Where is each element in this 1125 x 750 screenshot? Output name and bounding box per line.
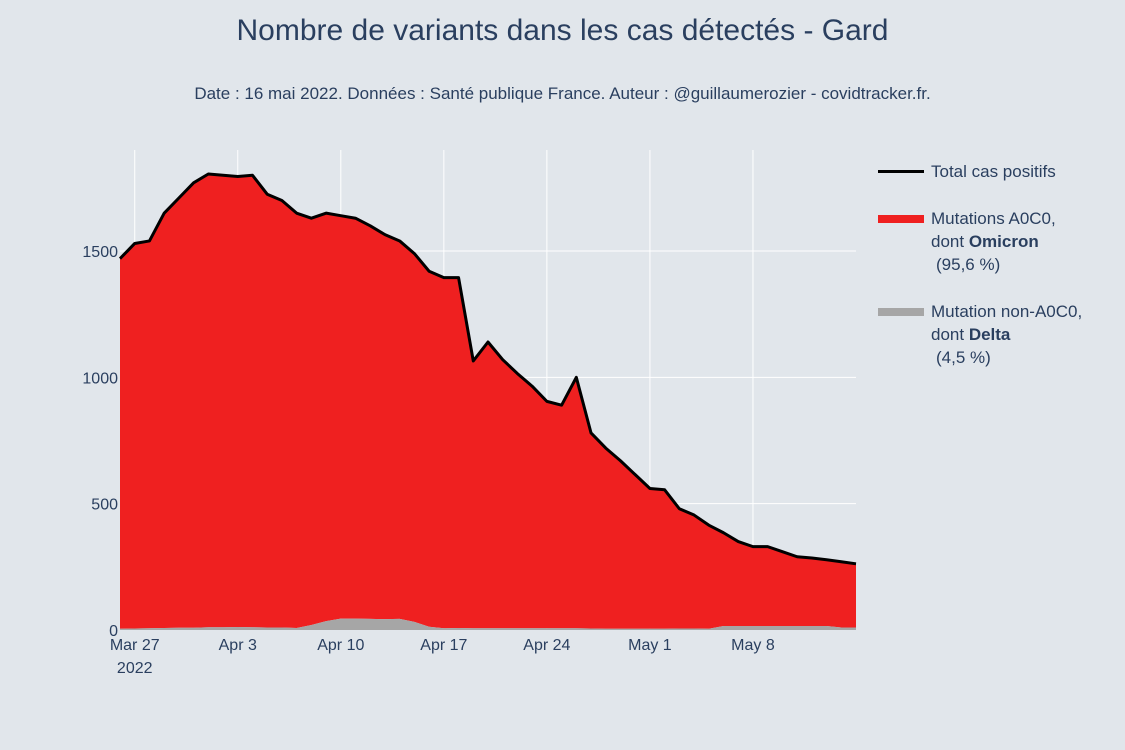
x-tick-label: May 1: [628, 637, 672, 654]
y-tick-label: 1000: [82, 370, 118, 387]
legend-label-delta-line3: (4,5 %): [936, 348, 991, 367]
x-tick-sublabel: 2022: [117, 660, 153, 677]
chart-subtitle: Date : 16 mai 2022. Données : Santé publ…: [194, 84, 931, 103]
total-line: [118, 172, 857, 566]
y-tick-label: 500: [91, 497, 118, 514]
legend-label-omicron-line2: dont Omicron: [931, 232, 1039, 251]
legend: Total cas positifs Mutations A0C0, dont …: [878, 160, 1118, 393]
legend-label-delta-line1: Mutation non-A0C0,: [931, 302, 1083, 321]
y-tick-label: 0: [109, 623, 118, 640]
legend-item-delta[interactable]: Mutation non-A0C0, dont Delta (4,5 %): [878, 300, 1118, 369]
legend-item-total[interactable]: Total cas positifs: [878, 160, 1118, 183]
legend-label-omicron-line1: Mutations A0C0,: [931, 209, 1056, 228]
legend-item-omicron[interactable]: Mutations A0C0, dont Omicron (95,6 %): [878, 207, 1118, 276]
x-tick-label: Apr 10: [317, 637, 364, 654]
omicron-area: [120, 174, 856, 629]
y-tick-label: 1500: [82, 244, 118, 261]
x-tick-label: Apr 3: [219, 637, 257, 654]
x-tick-label: Apr 17: [420, 637, 467, 654]
x-tick-label: Apr 24: [523, 637, 570, 654]
legend-label-omicron-line3: (95,6 %): [936, 255, 1001, 274]
legend-swatch-omicron: [878, 215, 924, 223]
chart-title: Nombre de variants dans les cas détectés…: [236, 14, 889, 47]
y-axis-tick-labels: 0 500 1000 1500: [82, 244, 118, 640]
legend-label-total: Total cas positifs: [931, 162, 1056, 181]
x-tick-label: Mar 27: [110, 637, 160, 654]
x-tick-label: May 8: [731, 637, 775, 654]
legend-swatch-delta: [878, 308, 924, 316]
legend-swatch-total: [878, 170, 924, 173]
legend-label-delta-line2: dont Delta: [931, 325, 1011, 344]
x-axis-tick-labels: Mar 27 2022 Apr 3 Apr 10 Apr 17 Apr 24 May 1 Ma…: [110, 637, 775, 677]
delta-area: [120, 618, 856, 630]
